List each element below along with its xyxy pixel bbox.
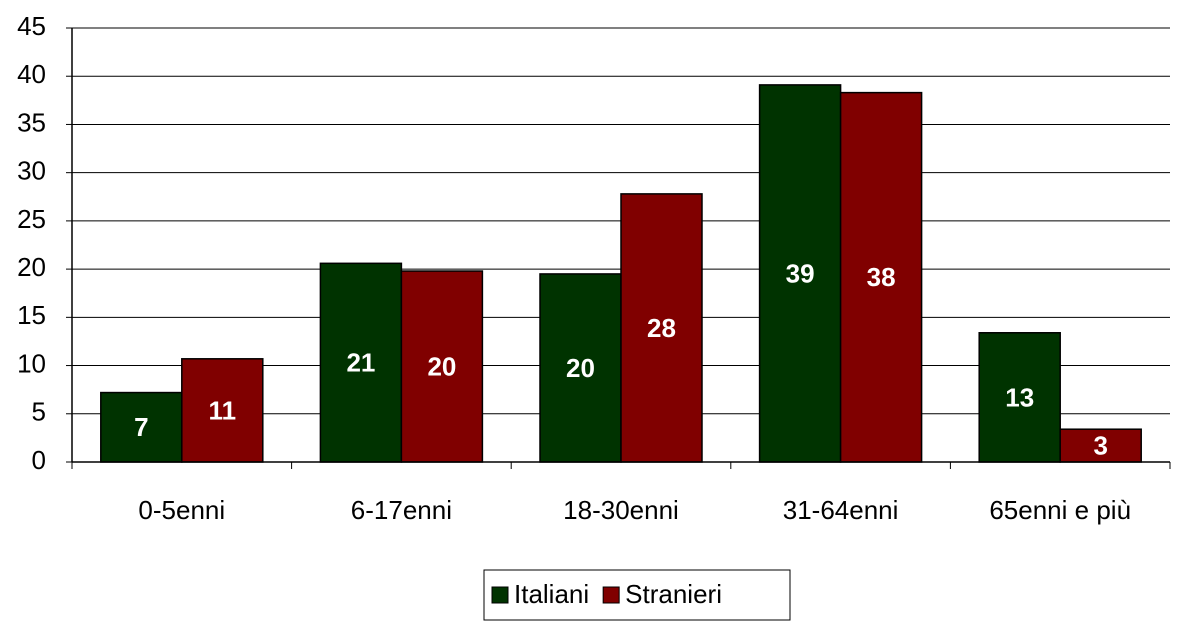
bar xyxy=(400,270,484,463)
bar xyxy=(100,391,183,463)
data-label: 38 xyxy=(867,262,896,292)
y-tick-label: 40 xyxy=(17,59,46,89)
bar xyxy=(319,262,403,463)
data-label: 20 xyxy=(427,351,456,381)
y-tick-label: 45 xyxy=(17,11,46,41)
data-label: 13 xyxy=(1005,382,1034,412)
data-label: 39 xyxy=(786,258,815,288)
legend-label: Italiani xyxy=(514,579,589,609)
y-tick-label: 30 xyxy=(17,156,46,186)
y-tick-label: 10 xyxy=(17,348,46,378)
y-tick-label: 20 xyxy=(17,252,46,282)
x-tick-label: 18-30enni xyxy=(563,495,679,525)
legend-swatch xyxy=(491,586,509,604)
x-tick-label: 31-64enni xyxy=(783,495,899,525)
legend-label: Stranieri xyxy=(625,579,722,609)
bar xyxy=(620,193,703,463)
data-label: 21 xyxy=(346,348,375,378)
y-tick-label: 35 xyxy=(17,107,46,137)
data-label: 20 xyxy=(566,353,595,383)
data-label: 28 xyxy=(647,313,676,343)
y-tick-label: 25 xyxy=(17,204,46,234)
bar xyxy=(978,332,1061,463)
x-tick-label: 0-5enni xyxy=(138,495,225,525)
x-tick-label: 6-17enni xyxy=(351,495,452,525)
data-label: 3 xyxy=(1093,430,1107,460)
x-tick-label: 65enni e più xyxy=(989,495,1131,525)
y-tick-label: 15 xyxy=(17,300,46,330)
bar xyxy=(839,91,923,463)
data-label: 11 xyxy=(209,395,237,425)
data-label: 7 xyxy=(134,412,148,442)
legend-swatch xyxy=(602,586,620,604)
y-tick-label: 5 xyxy=(32,397,46,427)
bar xyxy=(539,273,622,463)
y-tick-label: 0 xyxy=(32,445,46,475)
legend-box xyxy=(483,569,791,621)
